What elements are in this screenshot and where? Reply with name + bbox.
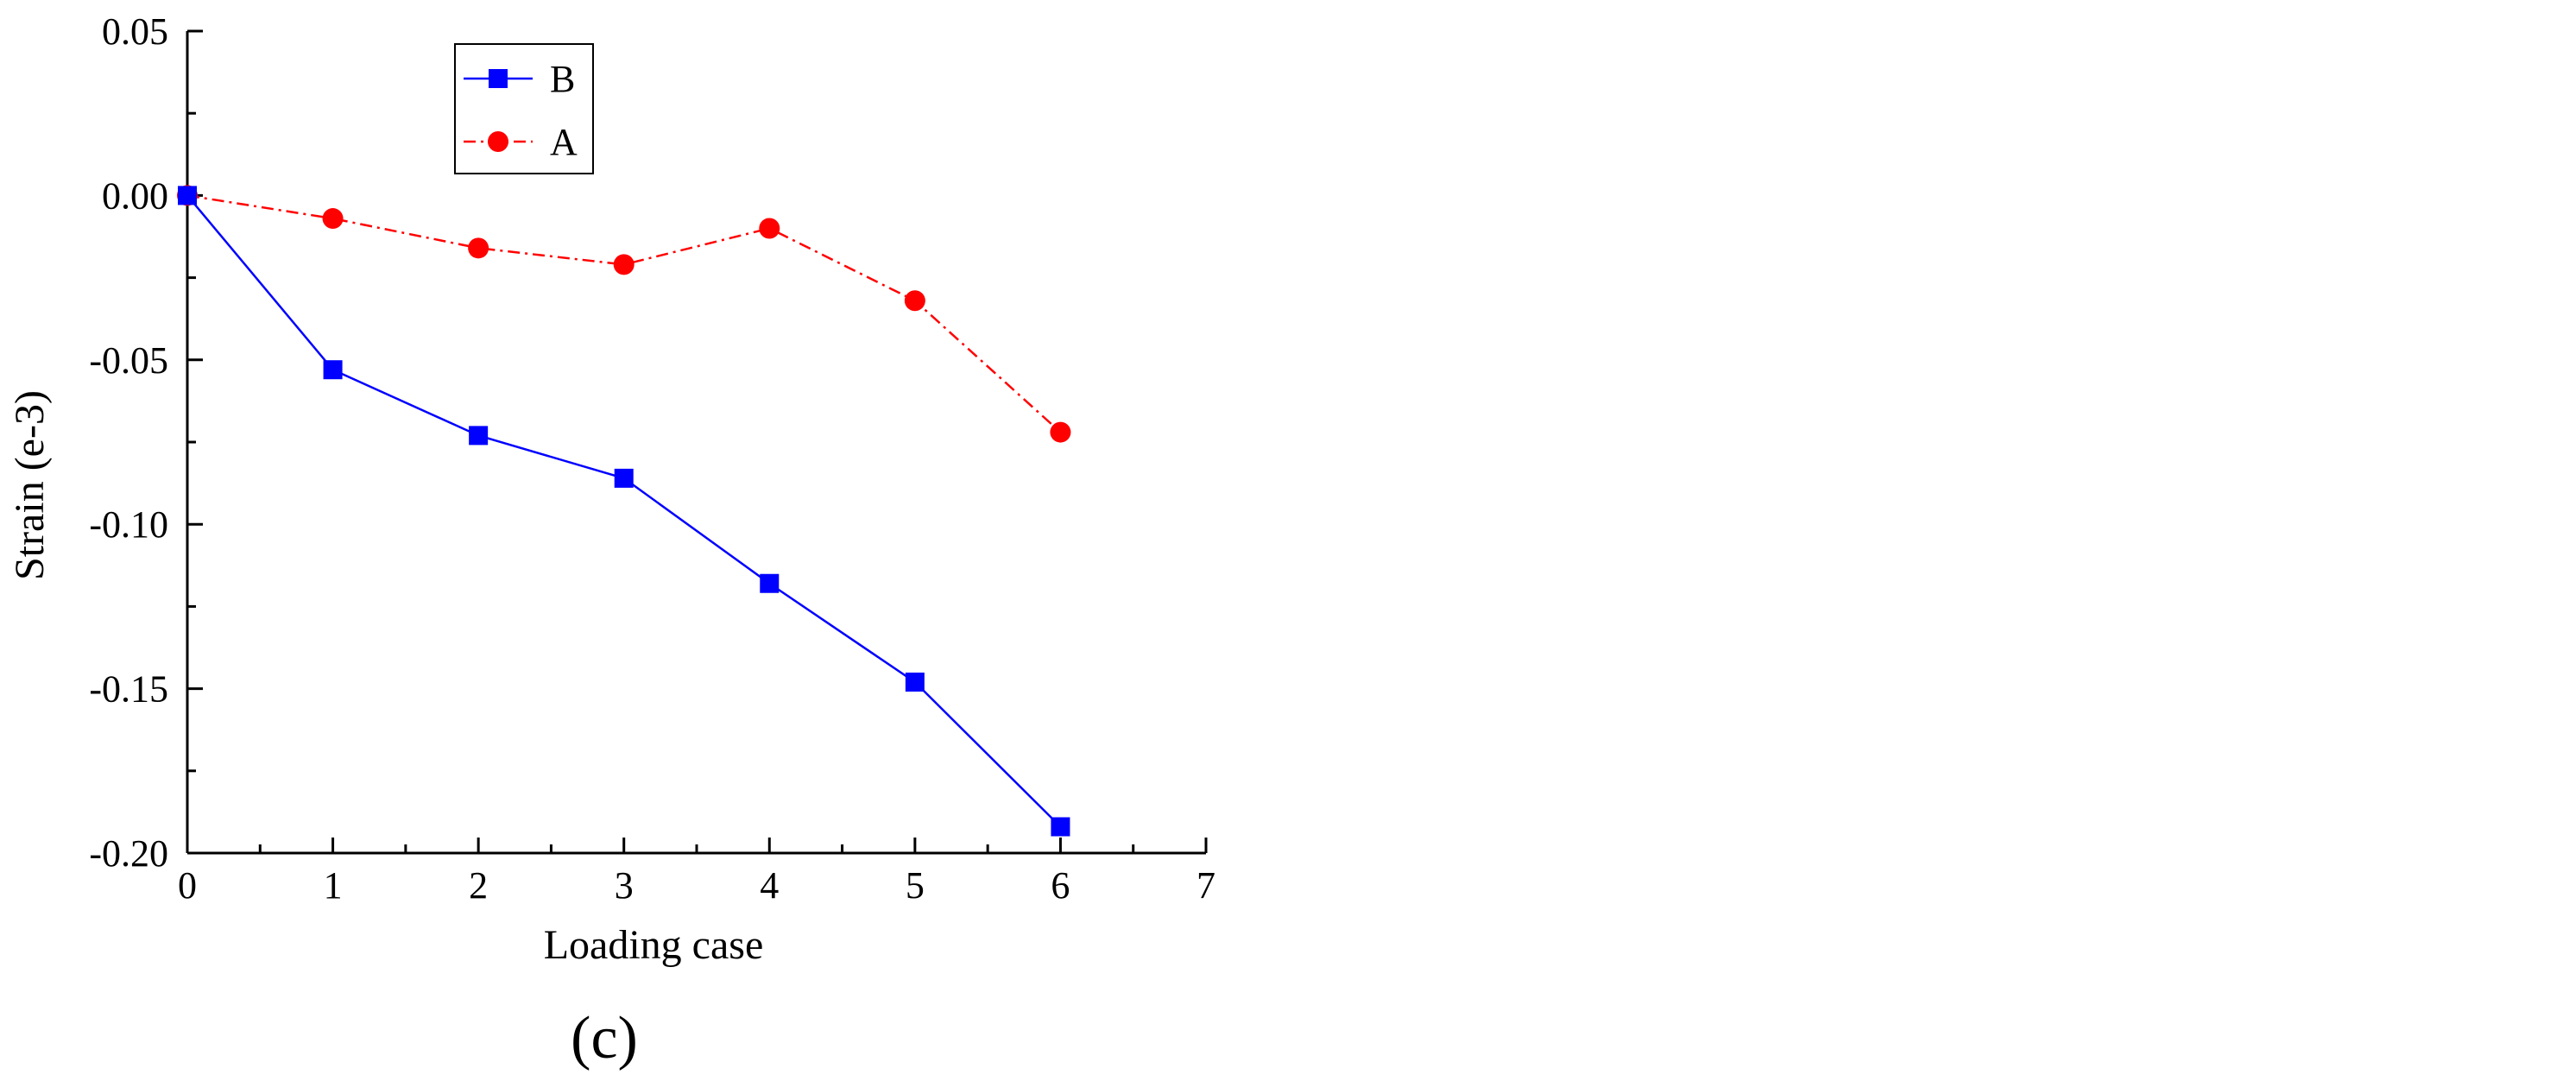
data-point-a (1050, 421, 1071, 443)
data-point-b (905, 672, 925, 692)
data-point-b (1051, 817, 1070, 837)
data-point-a (759, 218, 780, 239)
y-axis-title: Strain (e-3) (7, 390, 53, 580)
x-axis-title: Loading case (544, 922, 764, 968)
data-point-a (613, 254, 635, 275)
x-tick-label: 5 (906, 864, 925, 907)
y-tick-label: -0.05 (89, 339, 168, 382)
y-tick-label: 0.00 (102, 174, 168, 217)
legend-marker-b (489, 69, 508, 88)
series-line-a (186, 194, 1062, 433)
data-point-b (178, 186, 197, 205)
series-layer (177, 185, 1071, 837)
x-tick-label: 2 (469, 864, 488, 907)
legend-label-b: B (550, 58, 575, 100)
legend-label-a: A (550, 121, 578, 163)
data-point-a (904, 290, 925, 312)
x-tick-label: 4 (760, 864, 779, 907)
legend-box (454, 43, 594, 174)
data-point-b (614, 468, 634, 488)
y-tick-label: -0.15 (89, 668, 168, 711)
x-tick-label: 6 (1051, 864, 1070, 907)
x-tick-label: 3 (615, 864, 634, 907)
data-point-b (323, 360, 343, 380)
panel-label: (c) (571, 1005, 638, 1072)
y-tick-label: 0.05 (102, 10, 168, 53)
legend-marker-a (488, 131, 508, 152)
series-line-b (186, 194, 1062, 828)
x-tick-label: 1 (324, 864, 343, 907)
data-point-b (469, 426, 489, 446)
y-tick-label: -0.10 (89, 503, 168, 546)
legend: BA (454, 43, 594, 174)
axes: 0 1 2 3 4 5 6 7 0.05 0.00 -0.05 -0.10 -0.15 -0.20 (89, 10, 1215, 907)
x-tick-label: 7 (1196, 864, 1215, 907)
x-tick-label: 0 (178, 864, 197, 907)
data-point-a (468, 237, 489, 259)
data-point-b (760, 573, 780, 593)
data-point-a (322, 208, 344, 230)
y-tick-label: -0.20 (89, 832, 168, 875)
